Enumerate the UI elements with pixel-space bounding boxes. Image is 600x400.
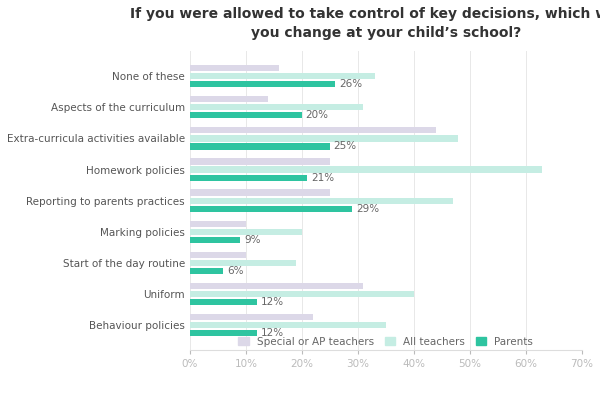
- Bar: [190, 237, 240, 243]
- Text: 12%: 12%: [261, 297, 284, 307]
- Bar: [190, 299, 257, 305]
- Bar: [190, 143, 330, 150]
- Bar: [190, 174, 307, 181]
- Bar: [190, 330, 257, 336]
- Bar: [190, 283, 364, 289]
- Bar: [190, 314, 313, 320]
- Bar: [190, 206, 352, 212]
- Bar: [190, 135, 458, 142]
- Bar: [190, 96, 268, 102]
- Bar: [190, 229, 302, 235]
- Text: 29%: 29%: [356, 204, 379, 214]
- Text: 25%: 25%: [334, 142, 357, 152]
- Bar: [190, 65, 280, 71]
- Text: 20%: 20%: [306, 110, 329, 120]
- Text: 12%: 12%: [261, 328, 284, 338]
- Bar: [190, 260, 296, 266]
- Text: 21%: 21%: [311, 173, 334, 183]
- Bar: [190, 291, 414, 297]
- Text: 9%: 9%: [244, 235, 260, 245]
- Legend: Special or AP teachers, All teachers, Parents: Special or AP teachers, All teachers, Pa…: [234, 332, 538, 351]
- Bar: [190, 190, 330, 196]
- Bar: [190, 73, 374, 79]
- Bar: [190, 322, 386, 328]
- Bar: [190, 81, 335, 87]
- Title: If you were allowed to take control of key decisions, which would
you change at : If you were allowed to take control of k…: [130, 7, 600, 40]
- Text: 26%: 26%: [340, 79, 362, 89]
- Bar: [190, 166, 542, 173]
- Bar: [190, 127, 436, 134]
- Bar: [190, 252, 246, 258]
- Bar: [190, 221, 246, 227]
- Bar: [190, 112, 302, 118]
- Bar: [190, 198, 453, 204]
- Text: 6%: 6%: [227, 266, 244, 276]
- Bar: [190, 268, 223, 274]
- Bar: [190, 158, 330, 164]
- Bar: [190, 104, 364, 110]
